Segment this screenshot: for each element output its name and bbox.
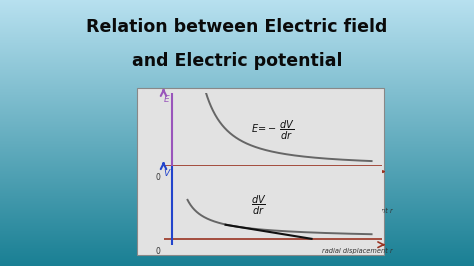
Text: $\dfrac{dV}{dr}$: $\dfrac{dV}{dr}$ bbox=[251, 194, 266, 217]
Text: V: V bbox=[164, 169, 170, 178]
Text: $E\!=\!-\,\dfrac{dV}{dr}$: $E\!=\!-\,\dfrac{dV}{dr}$ bbox=[251, 119, 295, 142]
Text: radial displacement r: radial displacement r bbox=[322, 208, 392, 214]
FancyBboxPatch shape bbox=[137, 88, 384, 255]
Text: 0: 0 bbox=[155, 173, 161, 182]
Text: E: E bbox=[164, 95, 169, 105]
Text: and Electric potential: and Electric potential bbox=[132, 52, 342, 70]
Text: radial displacement r: radial displacement r bbox=[322, 248, 392, 254]
Text: Relation between Electric field: Relation between Electric field bbox=[86, 18, 388, 36]
Text: 0: 0 bbox=[155, 247, 161, 256]
